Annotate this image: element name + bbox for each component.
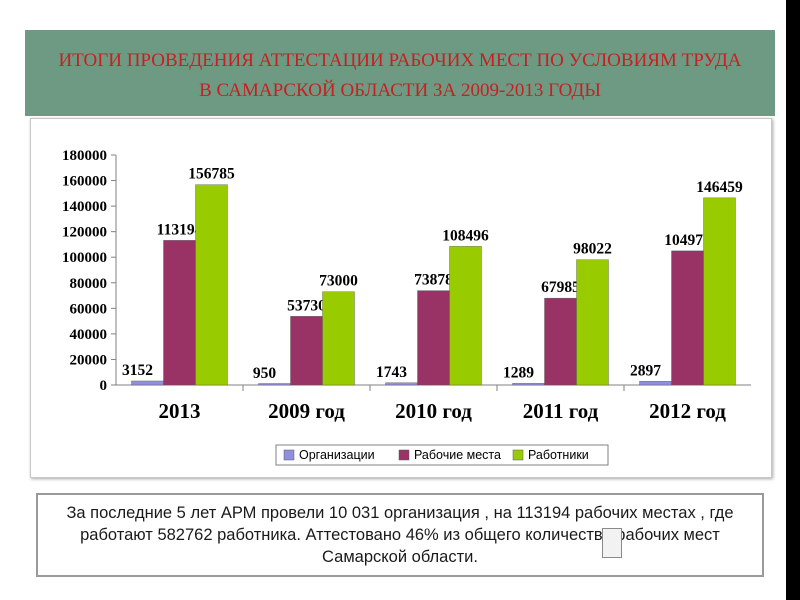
data-label: 3152 (122, 362, 153, 379)
bar-workplaces (290, 316, 323, 386)
data-label: 73878 (414, 272, 453, 289)
bar-workplaces (417, 290, 450, 386)
legend-label: Работники (528, 448, 589, 462)
data-label: 1289 (503, 364, 534, 381)
x-category-label: 2010 год (395, 399, 472, 423)
bar-workers (576, 259, 609, 386)
data-label: 53730 (287, 297, 326, 314)
data-label: 156785 (188, 166, 235, 183)
corner-sticker (602, 528, 622, 558)
bar-organizations (639, 381, 672, 386)
legend-swatch (512, 449, 524, 461)
bar-organizations (385, 382, 418, 386)
x-category-label: 2013 (159, 399, 201, 423)
bar-workers (703, 197, 736, 386)
data-label: 73000 (319, 273, 358, 290)
y-tick-label: 140000 (62, 199, 107, 215)
y-tick-label: 80000 (70, 276, 108, 292)
data-label: 104972 (664, 232, 711, 249)
y-tick-label: 0 (100, 378, 108, 394)
bar-workers (195, 184, 228, 386)
data-label: 1743 (376, 364, 407, 381)
bar-organizations (258, 383, 291, 386)
bar-workers (449, 246, 482, 386)
y-tick-label: 180000 (62, 148, 107, 164)
y-tick-label: 100000 (62, 250, 107, 266)
y-tick-label: 160000 (62, 174, 107, 190)
legend-label: Организации (299, 448, 375, 462)
x-category-label: 2012 год (649, 399, 726, 423)
data-label: 950 (253, 365, 277, 382)
summary-note: За последние 5 лет АРМ провели 10 031 ор… (66, 504, 734, 566)
data-label: 108496 (442, 227, 489, 244)
slide-title: ИТОГИ ПРОВЕДЕНИЯ АТТЕСТАЦИИ РАБОЧИХ МЕСТ… (58, 50, 742, 101)
legend-swatch (398, 449, 410, 461)
data-label: 98022 (573, 241, 612, 258)
y-tick-label: 40000 (70, 327, 108, 343)
summary-note-box: За последние 5 лет АРМ провели 10 031 ор… (36, 493, 764, 577)
x-category-label: 2009 год (268, 399, 345, 423)
legend-swatch (283, 449, 295, 461)
bar-workers (322, 291, 355, 386)
bar-organizations (512, 383, 545, 386)
legend-label: Рабочие места (414, 448, 501, 462)
right-edge-bar (786, 0, 800, 600)
data-label: 67985 (541, 279, 580, 296)
x-category-label: 2011 год (523, 399, 599, 423)
y-tick-label: 120000 (62, 225, 107, 241)
bar-organizations (131, 380, 164, 386)
chart-frame: 0 20000 40000 60000 80000 100000 120000 140000 1… (30, 118, 772, 478)
title-band: ИТОГИ ПРОВЕДЕНИЯ АТТЕСТАЦИИ РАБОЧИХ МЕСТ… (25, 30, 775, 116)
bar-workplaces (163, 240, 196, 386)
bar-workplaces (671, 250, 704, 386)
bar-workplaces (544, 297, 577, 386)
legend-box (275, 444, 609, 466)
data-label: 2897 (630, 362, 661, 379)
y-tick-label: 20000 (70, 352, 108, 368)
data-label: 146459 (696, 179, 743, 196)
data-label: 113194 (157, 221, 203, 238)
bar-chart: 0 20000 40000 60000 80000 100000 120000 140000 1… (62, 148, 751, 466)
y-tick-label: 60000 (70, 301, 108, 317)
